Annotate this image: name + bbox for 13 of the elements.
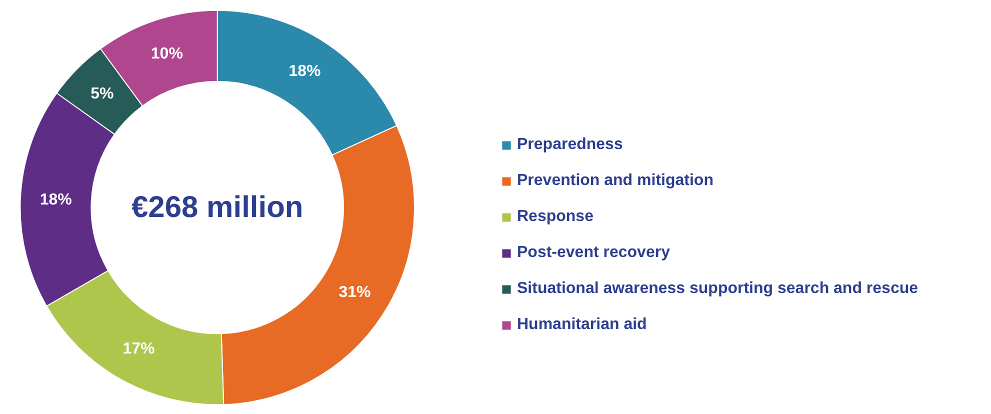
legend-label: Prevention and mitigation — [517, 172, 714, 190]
legend-label: Post-event recovery — [517, 244, 670, 262]
legend-label: Humanitarian aid — [517, 316, 647, 334]
data-label: 10% — [150, 45, 183, 62]
legend-label: Preparedness — [517, 136, 623, 154]
data-label: 18% — [288, 63, 321, 80]
text: €268 million — [131, 191, 304, 224]
data-label: 17% — [122, 340, 155, 358]
data-label: 5% — [90, 86, 114, 103]
legend-label: Response — [517, 208, 594, 226]
data-label: 31% — [338, 284, 371, 302]
legend-label: Situational awareness supporting search and rescue — [517, 280, 918, 298]
data-label: 18% — [40, 191, 72, 208]
